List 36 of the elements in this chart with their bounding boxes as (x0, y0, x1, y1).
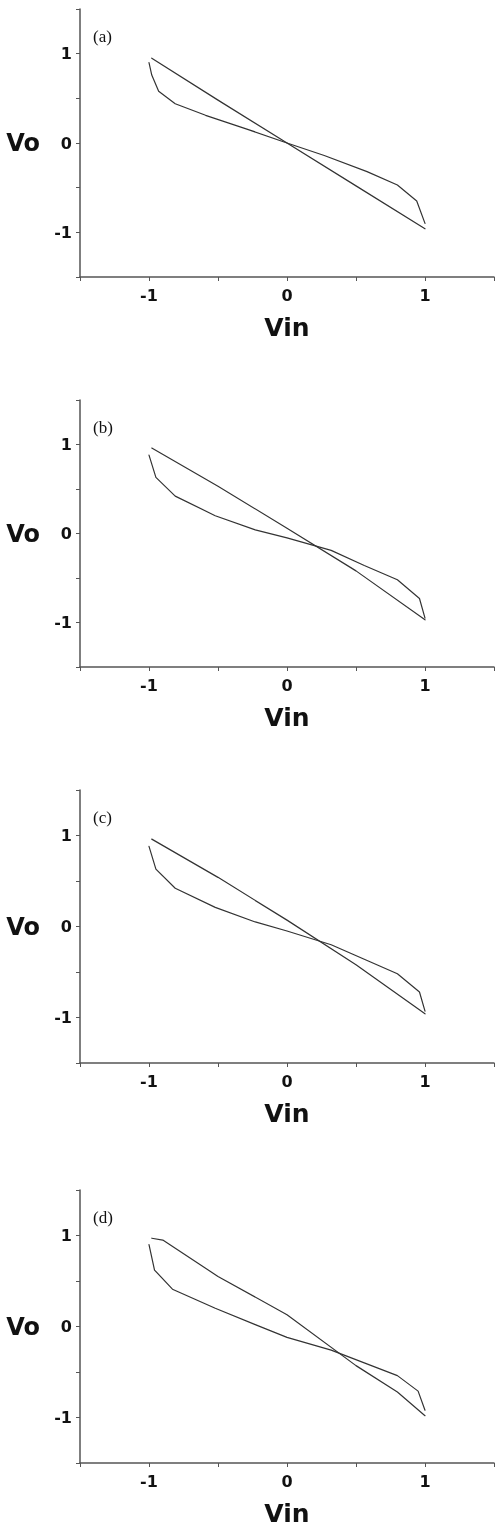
x-tick-label: 1 (419, 675, 431, 695)
x-tick-label: 0 (281, 675, 293, 695)
x-axis-title: Vin (264, 313, 310, 342)
x-tick-label: -1 (140, 675, 158, 695)
y-axis-title: Vo (6, 912, 40, 941)
x-tick-label: 0 (281, 1071, 293, 1091)
x-tick-label: 0 (281, 1471, 293, 1491)
y-tick-label: 1 (60, 1226, 72, 1245)
y-axis-title: Vo (6, 129, 40, 157)
x-tick-label: -1 (140, 1071, 158, 1091)
text: (a) (93, 27, 112, 46)
y-tick-label: 1 (60, 44, 72, 64)
text: (d) (93, 1208, 113, 1227)
y-axis-title: Vo (6, 1312, 40, 1341)
x-tick-label: 1 (419, 1471, 431, 1491)
x-tick-label: 1 (419, 285, 431, 305)
x-axis-title: Vin (264, 1499, 310, 1528)
x-axis-title: Vin (264, 703, 310, 732)
x-axis-title: Vin (264, 1099, 310, 1128)
text: (c) (93, 808, 112, 827)
y-tick-label: -1 (54, 222, 72, 242)
x-tick-label: 0 (281, 285, 293, 305)
y-tick-label: 1 (60, 826, 72, 845)
y-tick-label: 0 (60, 524, 72, 543)
y-tick-label: 0 (60, 133, 72, 153)
y-tick-label: -1 (54, 613, 72, 632)
y-tick-label: 0 (60, 1317, 72, 1336)
text: (b) (93, 418, 113, 437)
x-tick-label: -1 (140, 1471, 158, 1491)
x-tick-label: -1 (140, 285, 158, 305)
y-tick-label: -1 (54, 1408, 72, 1427)
x-tick-label: 1 (419, 1071, 431, 1091)
y-tick-label: 1 (60, 435, 72, 454)
y-tick-label: -1 (54, 1008, 72, 1027)
y-tick-label: 0 (60, 917, 72, 936)
y-axis-title: Vo (6, 519, 40, 548)
